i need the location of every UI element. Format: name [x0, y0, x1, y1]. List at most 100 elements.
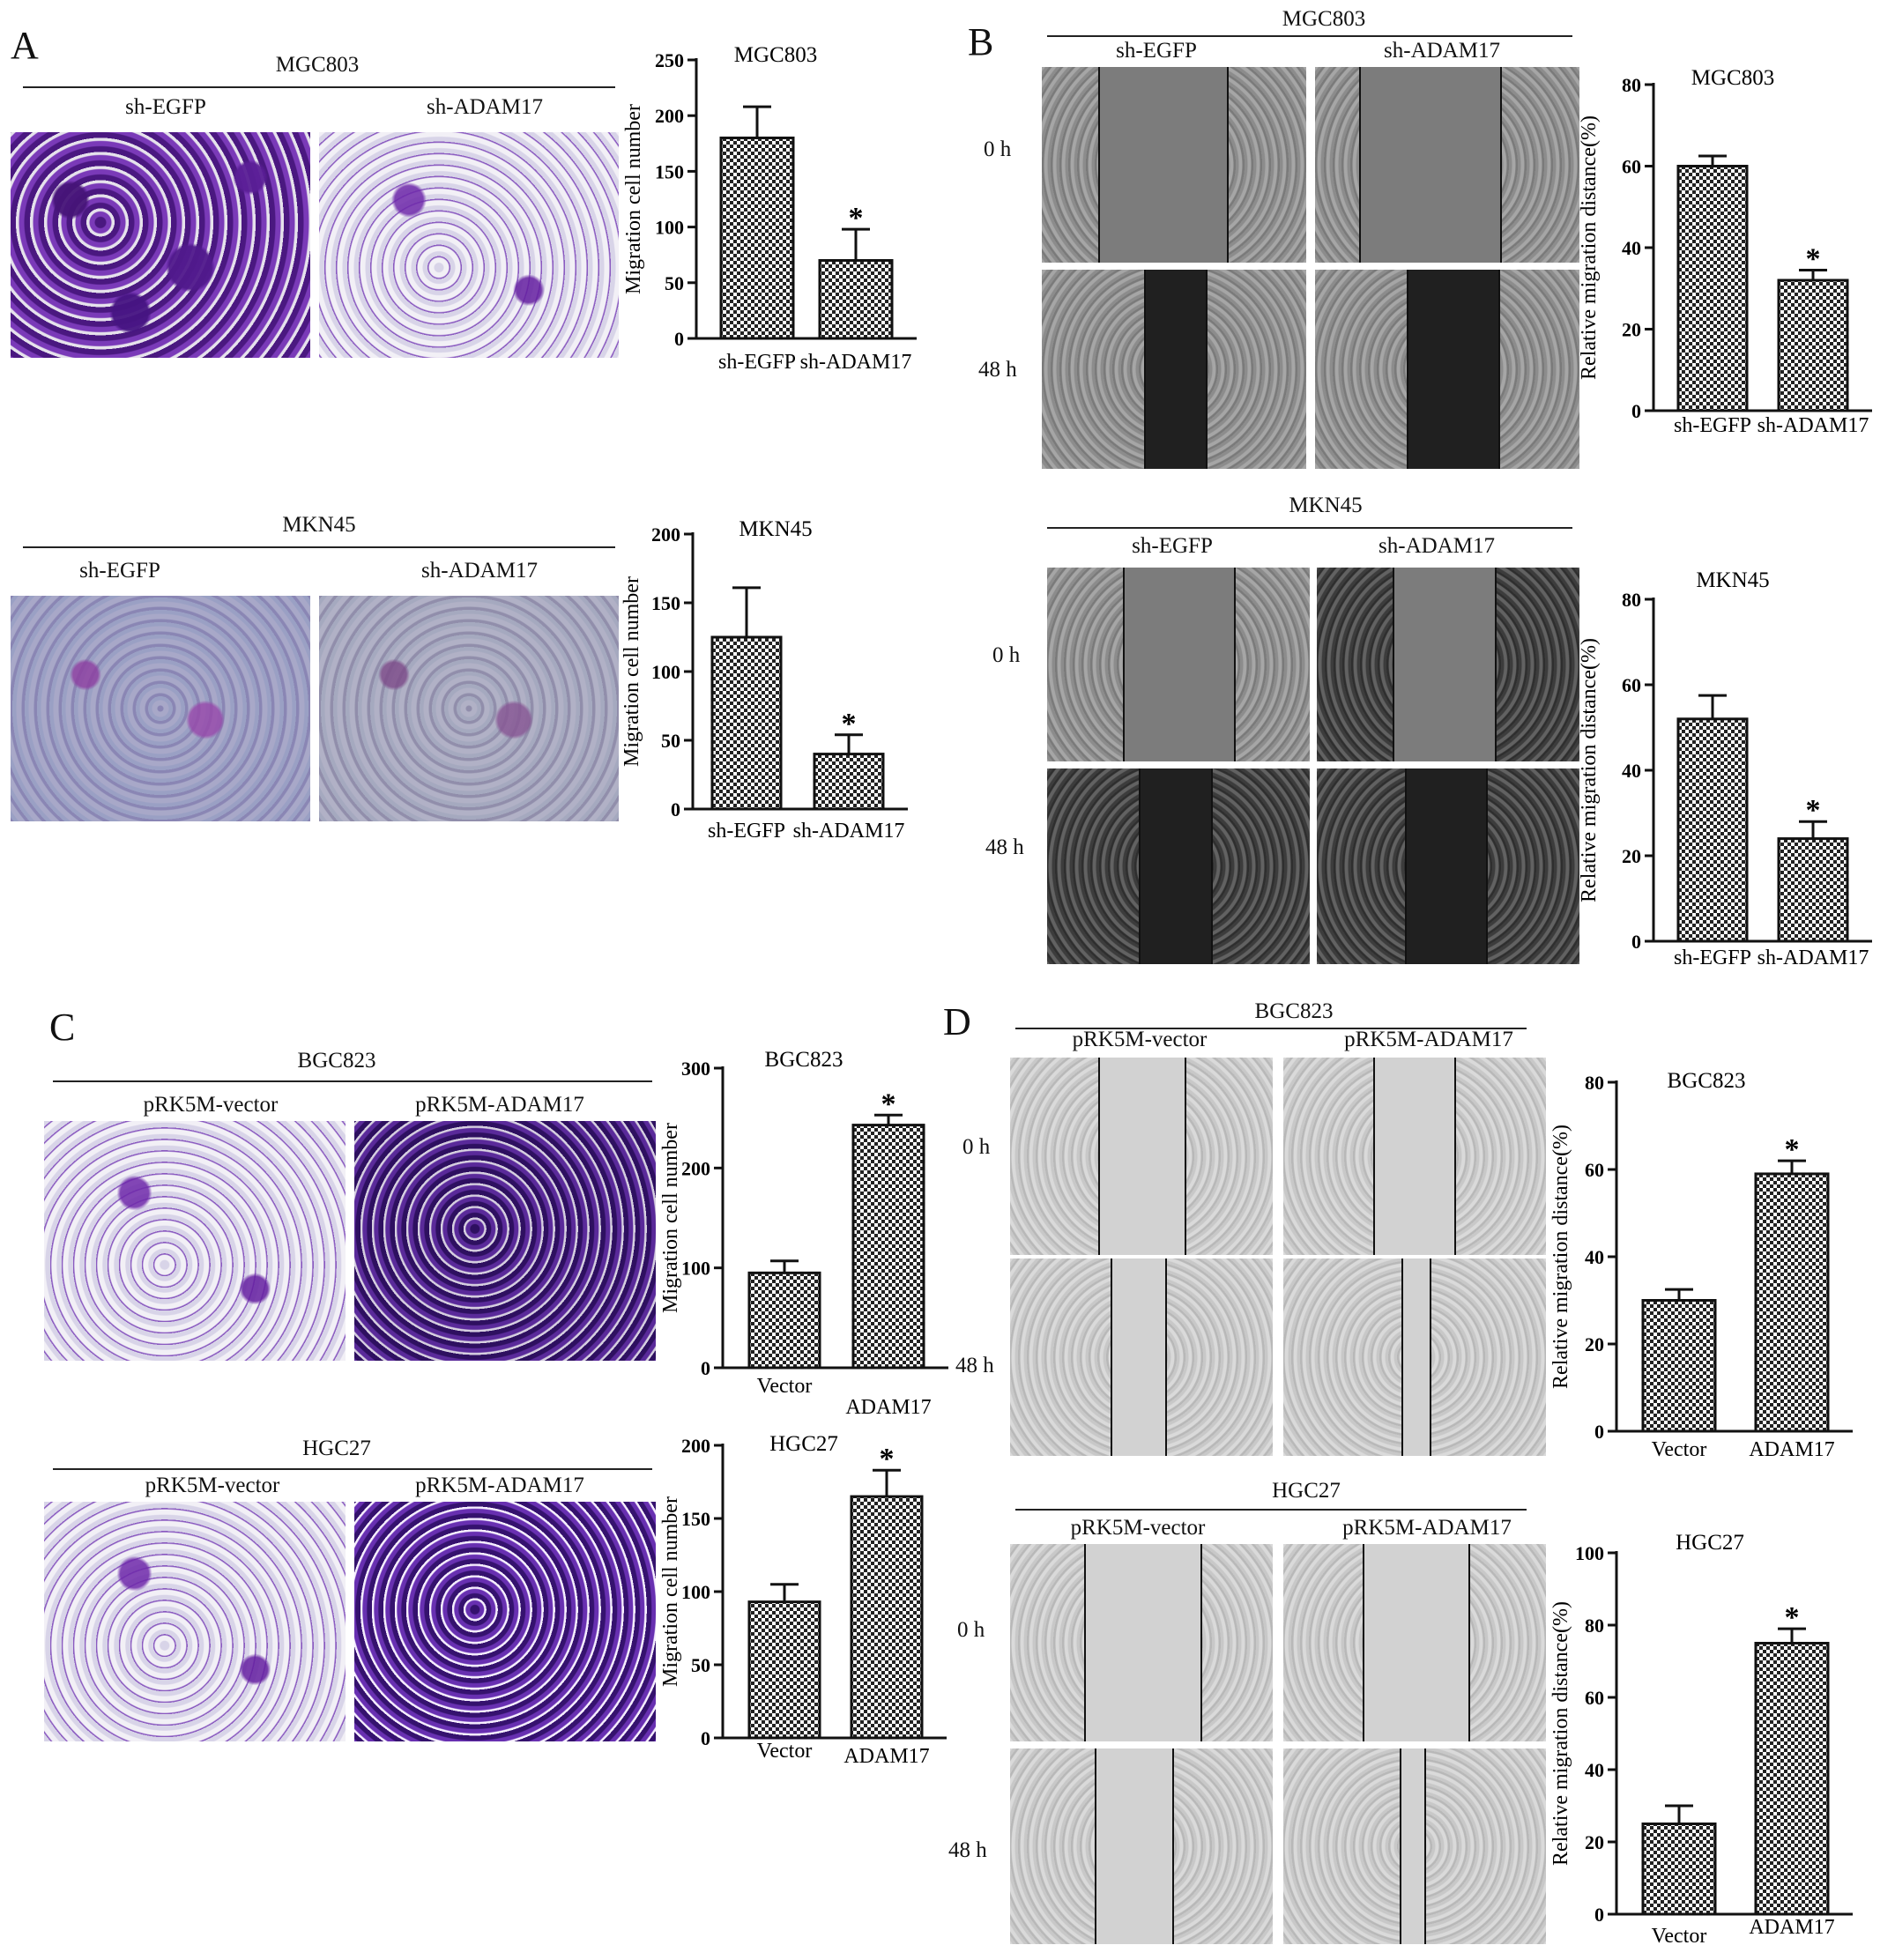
- category-label: sh-EGFP: [1674, 414, 1751, 437]
- condition-label: sh-ADAM17: [1384, 39, 1500, 63]
- y-tick-label: 0: [674, 328, 684, 350]
- condition-label: pRK5M-vector: [143, 1093, 279, 1117]
- condition-label: pRK5M-ADAM17: [1342, 1516, 1512, 1540]
- significance-marker: *: [1785, 1601, 1800, 1634]
- wound-image: [1283, 1258, 1546, 1456]
- wound-image: [1010, 1748, 1273, 1944]
- panel-label-d: D: [943, 1000, 971, 1043]
- transwell-image: [11, 596, 310, 821]
- bar: [1754, 1642, 1830, 1916]
- time-label: 0 h: [962, 1135, 991, 1159]
- bar: [850, 1495, 924, 1740]
- transwell-image: [44, 1121, 346, 1361]
- condition-label: sh-ADAM17: [421, 559, 538, 583]
- wound-image: [1283, 1058, 1546, 1255]
- y-tick-label: 0: [1631, 931, 1641, 953]
- title-rule: [1047, 35, 1572, 37]
- transwell-image: [44, 1502, 346, 1741]
- category-label: sh-ADAM17: [1758, 947, 1869, 969]
- y-tick-label: 250: [655, 49, 684, 71]
- significance-marker: *: [849, 202, 864, 234]
- bar: [747, 1600, 821, 1740]
- bar: [818, 259, 894, 340]
- y-tick-label: 50: [691, 1654, 710, 1676]
- bar: [1777, 278, 1849, 412]
- y-tick-label: 80: [1585, 1072, 1604, 1094]
- wound-image: [1317, 568, 1579, 761]
- wound-image: [1010, 1058, 1273, 1255]
- bar-chart: 0 50 100 150 200 250 MGC803 Migration cell numb…: [622, 43, 917, 374]
- bar: [1777, 837, 1849, 943]
- y-tick-label: 80: [1622, 589, 1641, 611]
- condition-label: sh-EGFP: [79, 559, 160, 583]
- wound-image: [1283, 1748, 1546, 1944]
- transwell-image: [319, 596, 619, 821]
- significance-marker: *: [880, 1443, 895, 1475]
- title-rule: [1047, 527, 1572, 529]
- wound-image: [1315, 270, 1579, 469]
- y-tick-label: 0: [701, 1357, 710, 1379]
- y-tick-label: 50: [661, 730, 680, 752]
- bar: [1676, 165, 1749, 412]
- y-tick-label: 0: [1594, 1421, 1604, 1443]
- condition-label: pRK5M-vector: [145, 1474, 280, 1497]
- panel-label-a: A: [11, 24, 39, 67]
- y-tick-label: 60: [1622, 156, 1641, 178]
- condition-label: sh-ADAM17: [427, 95, 543, 119]
- y-tick-label: 150: [681, 1508, 710, 1530]
- chart-title: MGC803: [1691, 66, 1774, 90]
- cell-line-title: MKN45: [1289, 494, 1363, 517]
- category-label: sh-EGFP: [708, 820, 785, 843]
- significance-marker: *: [881, 1088, 896, 1120]
- condition-label: sh-EGFP: [125, 95, 206, 119]
- y-axis-label: Migration cell number: [622, 104, 645, 294]
- cell-line-title: BGC823: [1254, 999, 1334, 1023]
- transwell-image: [354, 1502, 656, 1741]
- y-tick-label: 200: [651, 523, 680, 546]
- y-tick-label: 0: [1631, 400, 1641, 422]
- bar-chart: 0 20 40 60 80 MKN45 Relative migration distanc…: [1578, 568, 1872, 969]
- time-label: 48 h: [985, 835, 1024, 859]
- condition-label: sh-ADAM17: [1379, 534, 1495, 558]
- y-axis-label: Migration cell number: [659, 1496, 682, 1687]
- category-label: ADAM17: [1749, 1438, 1834, 1461]
- category-label: Vector: [1652, 1438, 1707, 1461]
- cell-line-title: MGC803: [1282, 7, 1366, 31]
- category-label: Vector: [757, 1375, 813, 1398]
- time-label: 0 h: [992, 643, 1021, 667]
- y-tick-label: 80: [1585, 1615, 1604, 1637]
- chart-title: MGC803: [734, 43, 817, 67]
- time-label: 48 h: [955, 1354, 994, 1377]
- y-tick-label: 20: [1622, 845, 1641, 867]
- transwell-image: [319, 132, 619, 358]
- bar: [1641, 1823, 1717, 1916]
- y-tick-label: 0: [1594, 1904, 1604, 1926]
- y-axis-label: Relative migration distance(%): [1578, 115, 1601, 380]
- title-rule: [23, 546, 615, 548]
- bar: [1641, 1299, 1717, 1433]
- chart-title: HGC27: [769, 1432, 838, 1456]
- condition-label: pRK5M-ADAM17: [415, 1093, 584, 1117]
- category-label: ADAM17: [845, 1396, 931, 1419]
- condition-label: pRK5M-vector: [1070, 1516, 1206, 1540]
- bar: [710, 635, 783, 811]
- bar-chart: 0 20 40 60 80 100 HGC27 Relative migration dist…: [1549, 1531, 1853, 1948]
- chart-title: BGC823: [765, 1048, 843, 1072]
- y-axis-label: Relative migration distance(%): [1549, 1601, 1572, 1866]
- condition-label: sh-EGFP: [1116, 39, 1197, 63]
- bar: [719, 136, 795, 340]
- category-label: sh-ADAM17: [1758, 414, 1869, 437]
- title-rule: [1015, 1509, 1527, 1511]
- y-tick-label: 40: [1622, 237, 1641, 259]
- chart-title: HGC27: [1676, 1531, 1744, 1555]
- y-tick-label: 100: [681, 1258, 710, 1280]
- cell-line-title: BGC823: [297, 1049, 376, 1073]
- y-tick-label: 100: [1575, 1542, 1604, 1564]
- condition-label: pRK5M-ADAM17: [415, 1474, 584, 1497]
- bar-chart: 0 50 100 150 200 MKN45 Migration cell number sh…: [621, 517, 908, 843]
- transwell-image: [354, 1121, 656, 1361]
- bar: [813, 753, 885, 811]
- category-label: sh-EGFP: [718, 351, 796, 374]
- category-label: ADAM17: [1749, 1916, 1834, 1939]
- y-tick-label: 100: [681, 1581, 710, 1603]
